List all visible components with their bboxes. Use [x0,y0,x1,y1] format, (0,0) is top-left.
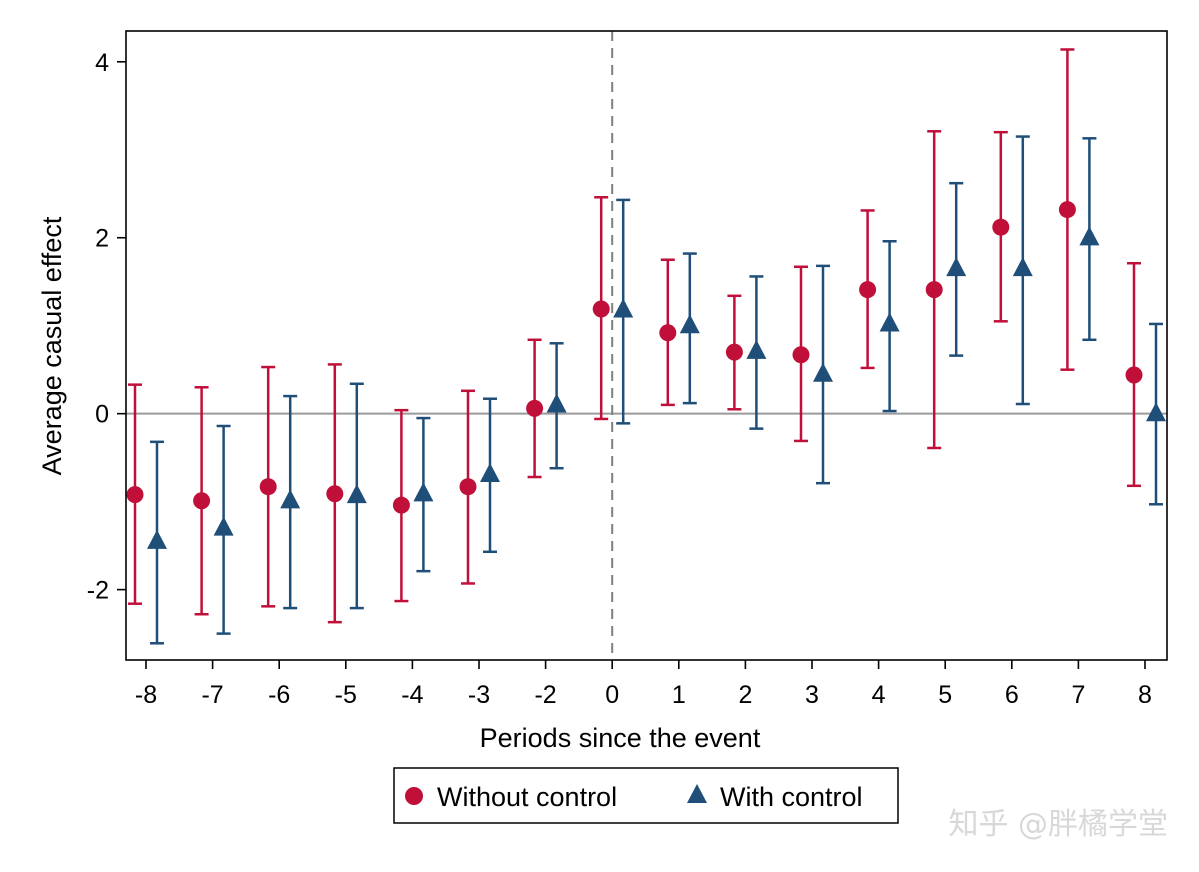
x-tick-label: 5 [938,681,952,709]
legend-marker-without-control [405,787,423,805]
plot-frame [125,30,1168,661]
y-axis-title: Average casual effect [37,216,67,475]
axes: Periods since the event Average casual e… [37,30,1168,753]
data-point [526,399,544,417]
data-point [1079,226,1100,246]
data-point [859,281,877,299]
data-point [659,324,677,342]
y-tick-label: 4 [95,49,109,77]
x-tick-label: 2 [738,681,752,709]
data-point [459,478,477,496]
data-point [480,462,500,482]
x-tick-label: -7 [201,681,223,709]
data-point [946,257,967,277]
data-point [813,362,833,382]
data-point [326,485,344,503]
data-point [925,281,943,299]
data-point [1012,257,1033,277]
data-point [746,339,767,359]
data-point [592,300,610,318]
legend: Without control With control [393,767,899,824]
data-point [346,484,367,504]
x-tick-label: -3 [468,681,490,709]
x-tick-label: 8 [1138,681,1152,709]
x-tick-label: -2 [534,681,556,709]
data-point [992,218,1010,236]
x-tick-label: -6 [268,681,290,709]
x-tick-label: -4 [401,681,423,709]
x-tick-label: 0 [605,681,619,709]
plot-area [126,31,1167,660]
x-tick-label: 6 [1005,681,1019,709]
data-point [392,496,410,514]
legend-label-with-control: With control [720,782,863,812]
data-point [1146,402,1166,422]
data-point [147,529,167,549]
legend-label-without-control: Without control [437,782,617,812]
data-point [679,314,700,334]
data-point [1058,201,1076,219]
x-tick-label: 4 [872,681,886,709]
x-tick-label: -5 [335,681,357,709]
series-without-control [126,48,1143,624]
data-point [126,486,144,504]
data-point [259,478,277,496]
data-point [1125,366,1143,384]
data-point [613,298,634,318]
data-point [413,482,434,502]
data-point [725,343,743,361]
data-point [280,489,301,509]
y-tick-label: 2 [95,225,109,253]
data-point [546,393,567,413]
x-tick-label: -8 [135,681,157,709]
y-tick-label: -2 [87,577,109,605]
data-point [879,312,900,332]
data-point [193,492,211,510]
legend-box [393,767,899,824]
x-tick-label: 1 [672,681,686,709]
data-point [213,516,234,536]
legend-marker-with-control [687,784,707,803]
watermark: 知乎 @胖橘学堂 [948,807,1168,842]
y-tick-label: 0 [95,401,109,429]
x-axis-title: Periods since the event [480,723,761,753]
data-point [792,346,810,364]
series-with-control [147,135,1166,645]
x-tick-label: 3 [805,681,819,709]
x-tick-label: 7 [1071,681,1085,709]
